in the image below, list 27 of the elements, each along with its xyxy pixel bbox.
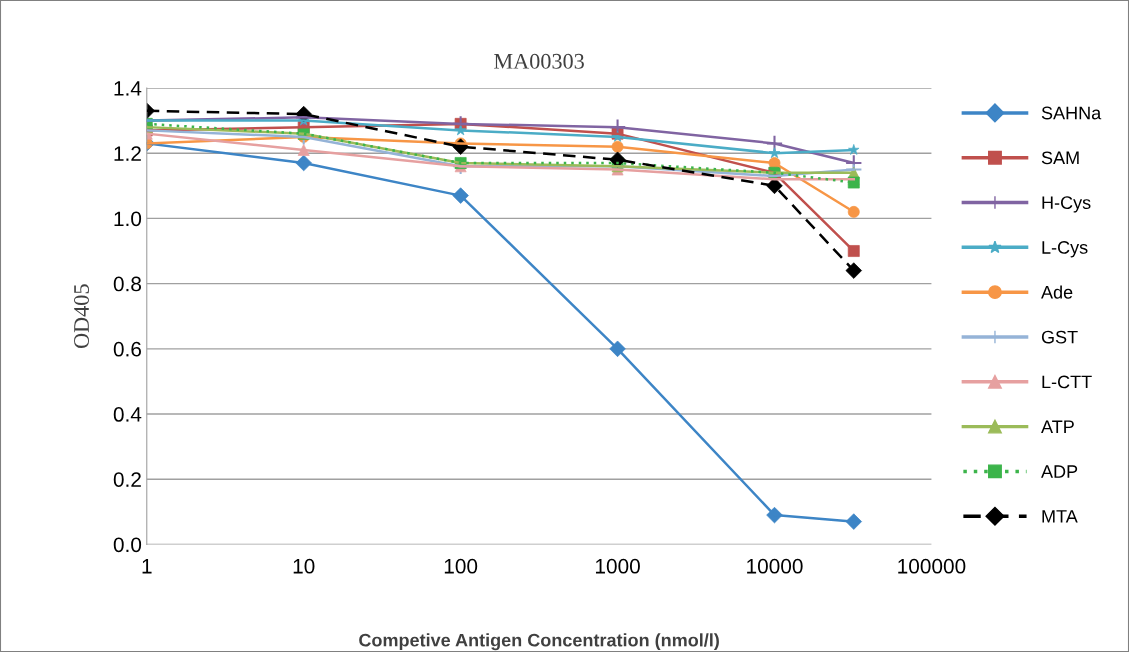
x-tick-label: 100 (444, 558, 478, 574)
legend-label: H-Cys (1042, 196, 1091, 213)
legend-label: L-Cys (1042, 241, 1088, 258)
legend-label: SAM (1041, 151, 1079, 165)
legend-label: GST (1041, 330, 1078, 344)
y-tick-label: 1.4 (114, 81, 142, 96)
legend-label: MTA (1042, 510, 1078, 523)
y-tick-label: 0.6 (113, 341, 141, 357)
y-tick-label: 0.4 (113, 407, 142, 422)
legend-label: ADP (1041, 465, 1078, 478)
legend-label: Ade (1041, 285, 1073, 299)
y-tick-label: 0.0 (113, 537, 142, 553)
x-tick-label: 1000 (595, 558, 640, 574)
x-tick-label: 1 (142, 559, 152, 574)
x-tick-label: 100000 (898, 558, 966, 574)
y-tick-label: 0.2 (113, 472, 141, 487)
chart-title: MA00303 (494, 53, 584, 69)
y-tick-label: 0.8 (113, 276, 142, 292)
legend-label: ATP (1041, 420, 1074, 433)
y-tick-label: 1.2 (114, 146, 141, 161)
x-tick-label: 10000 (747, 558, 803, 574)
legend-label: L-CTT (1042, 375, 1092, 389)
legend-label: SAHNa (1041, 106, 1102, 120)
y-tick-label: 1.0 (114, 211, 142, 227)
x-axis-title: Competive Antigen Concentration (nmol/l) (359, 633, 719, 651)
x-tick-label: 10 (293, 558, 315, 574)
y-axis-title: OD405 (74, 284, 89, 349)
